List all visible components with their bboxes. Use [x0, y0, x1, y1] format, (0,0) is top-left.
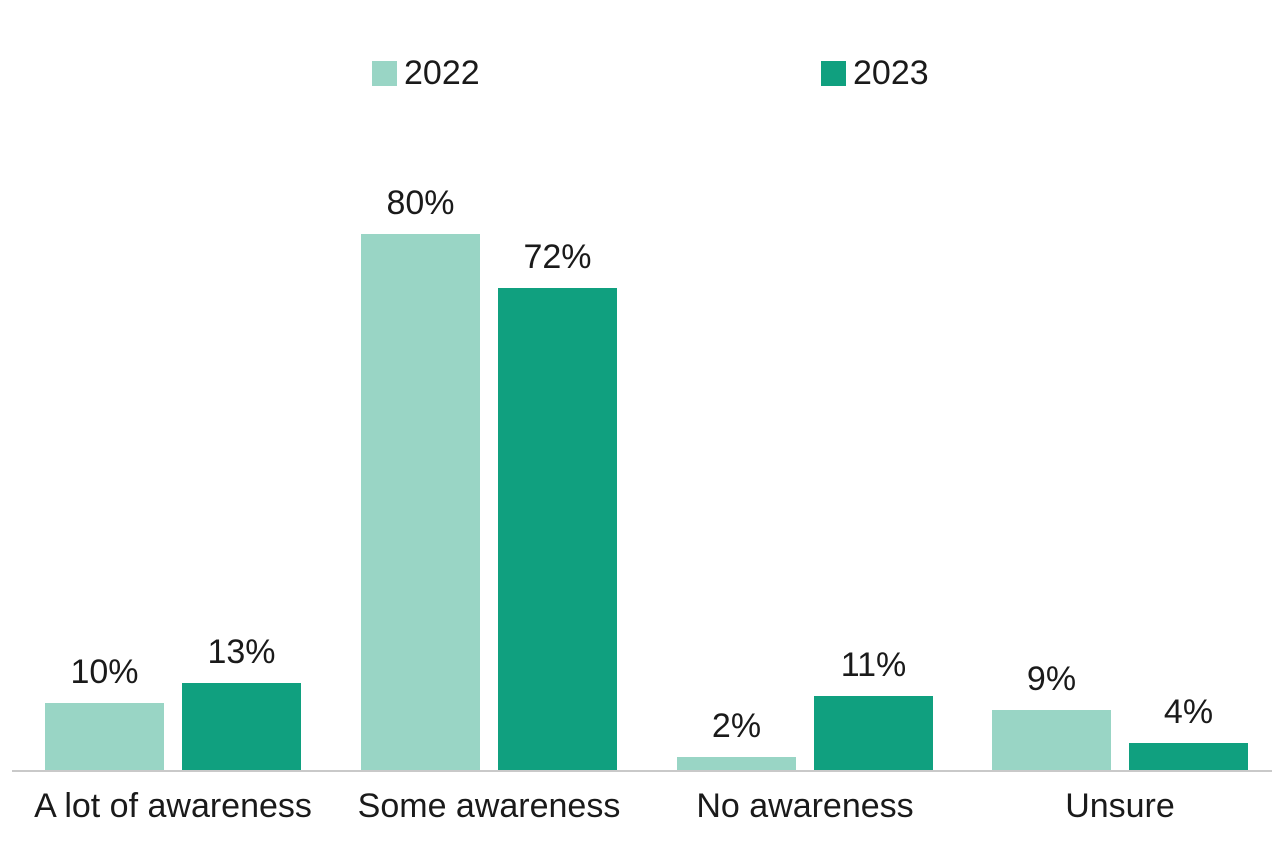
- bar-value-label-2023-unsure: 4%: [1163, 693, 1214, 731]
- bar-value-label-2023-a-lot-of-awareness: 13%: [207, 633, 276, 671]
- bar-group-item-2022-unsure: 9%: [992, 662, 1111, 770]
- bar-group-item-2022-a-lot-of-awareness: 10%: [45, 655, 164, 770]
- bar-group-item-2023-some-awareness: 72%: [498, 240, 617, 770]
- bar-2023-some-awareness: [498, 288, 617, 770]
- category-label-unsure: Unsure: [1065, 787, 1175, 825]
- bar-2022-a-lot-of-awareness: [45, 703, 164, 770]
- legend-label-2023: 2023: [853, 54, 929, 92]
- bar-value-label-2022-a-lot-of-awareness: 10%: [70, 653, 139, 691]
- bar-2023-unsure: [1129, 743, 1248, 770]
- category-label-no-awareness: No awareness: [696, 787, 914, 825]
- bar-group-item-2023-a-lot-of-awareness: 13%: [182, 635, 301, 770]
- bar-2022-some-awareness: [361, 234, 480, 770]
- x-axis-line: [12, 770, 1272, 772]
- legend-swatch-2023: [821, 60, 846, 86]
- legend-label-2022: 2022: [404, 54, 480, 92]
- bar-value-label-2022-some-awareness: 80%: [386, 184, 455, 222]
- bar-2023-a-lot-of-awareness: [182, 683, 301, 770]
- category-label-some-awareness: Some awareness: [357, 787, 621, 825]
- bar-value-label-2023-no-awareness: 11%: [840, 646, 907, 684]
- category-label-a-lot-of-awareness: A lot of awareness: [34, 787, 312, 825]
- bar-value-label-2022-no-awareness: 2%: [711, 707, 762, 745]
- bar-group-item-2023-unsure: 4%: [1129, 695, 1248, 770]
- legend-item-2023: 2023: [821, 55, 929, 91]
- legend-item-2022: 2022: [372, 55, 480, 91]
- bar-group-item-2022-some-awareness: 80%: [361, 186, 480, 770]
- legend-swatch-2022: [372, 60, 397, 86]
- bar-2022-no-awareness: [677, 757, 796, 770]
- bar-value-label-2022-unsure: 9%: [1026, 660, 1077, 698]
- bar-2022-unsure: [992, 710, 1111, 770]
- bar-value-label-2023-some-awareness: 72%: [523, 238, 592, 276]
- bar-2023-no-awareness: [814, 696, 933, 770]
- bar-group-item-2022-no-awareness: 2%: [677, 709, 796, 770]
- bar-group-item-2023-no-awareness: 11%: [814, 648, 933, 770]
